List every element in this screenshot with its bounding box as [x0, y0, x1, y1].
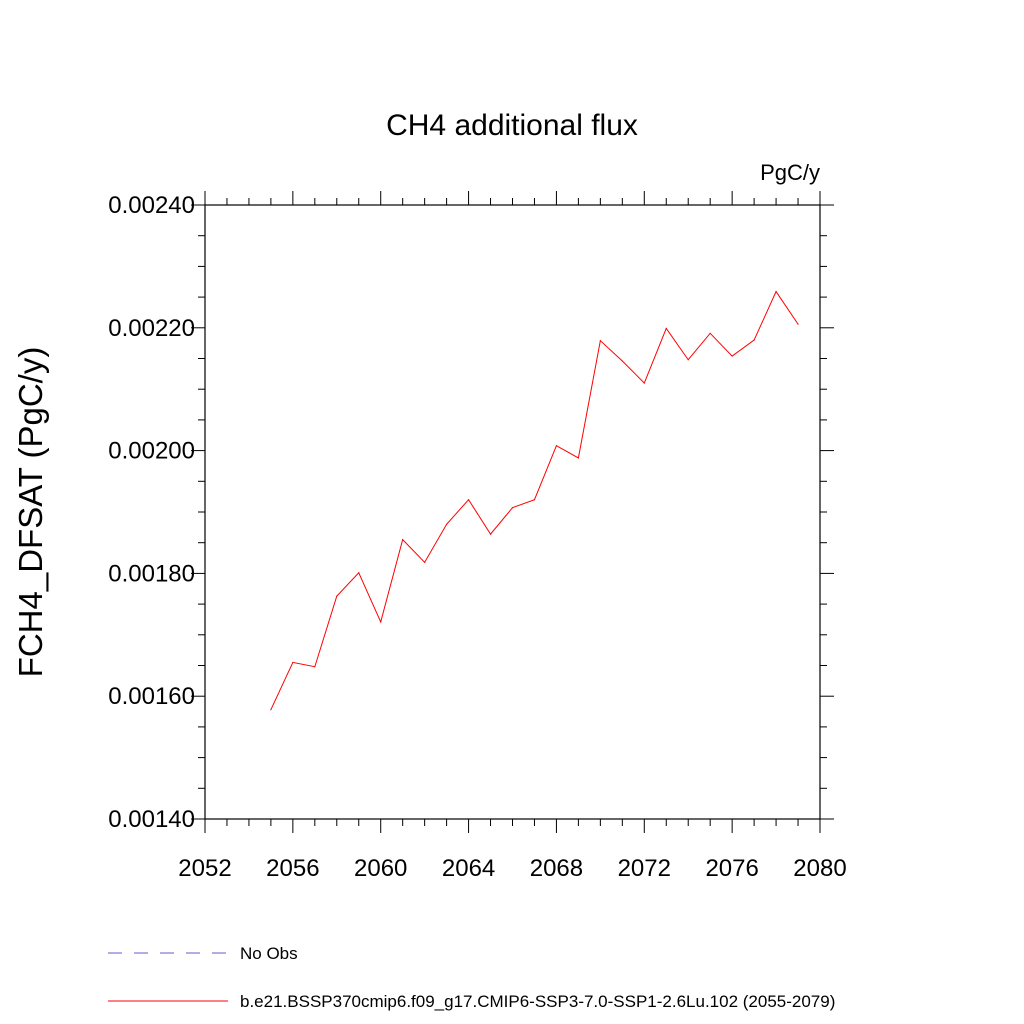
data-point [599, 340, 601, 342]
y-tick-label: 0.00160 [108, 683, 195, 710]
data-point [380, 621, 382, 623]
data-point [577, 457, 579, 459]
y-tick-label: 0.00240 [108, 192, 195, 219]
x-tick-label: 2056 [266, 855, 319, 882]
x-tick-label: 2060 [354, 855, 407, 882]
data-point [336, 595, 338, 597]
data-point [489, 533, 492, 535]
axis-ticks [191, 191, 834, 833]
units-label: PgC/y [760, 160, 820, 185]
data-point [709, 332, 711, 334]
plot-frame [204, 204, 821, 820]
data-point [775, 290, 777, 293]
data-point [424, 561, 426, 563]
data-point [467, 499, 470, 501]
data-point [314, 666, 316, 668]
series-layer [270, 290, 799, 711]
data-point [533, 499, 536, 501]
y-axis-label: FCH4_DFSAT (PgC/y) [12, 347, 49, 678]
data-point [446, 523, 448, 525]
x-tick-label: 2080 [793, 855, 846, 882]
data-point [358, 572, 360, 574]
y-tick-label: 0.00180 [108, 560, 195, 587]
data-point [621, 360, 623, 362]
x-tick-label: 2072 [618, 855, 671, 882]
data-point [731, 355, 733, 357]
data-point [665, 327, 667, 330]
data-point [511, 507, 514, 509]
legend-label-model: b.e21.BSSP370cmip6.f09_g17.CMIP6-SSP3-7.… [240, 992, 835, 1011]
y-tick-label: 0.00200 [108, 438, 195, 465]
y-tick-label: 0.00140 [108, 806, 195, 833]
x-tick-label: 2064 [442, 855, 495, 882]
data-point [687, 359, 689, 361]
data-point [643, 382, 645, 384]
y-tick-labels: 0.00140 0.00160 0.00180 0.00200 0.00220 0.002… [108, 192, 195, 833]
x-tick-labels: 2052 2056 2060 2064 2068 2072 2076 2080 [178, 855, 846, 882]
data-point [797, 323, 799, 325]
data-point [555, 445, 558, 447]
x-tick-label: 2076 [705, 855, 758, 882]
legend: No Obs b.e21.BSSP370cmip6.f09_g17.CMIP6-… [108, 944, 835, 1011]
x-tick-label: 2068 [530, 855, 583, 882]
data-point [402, 539, 404, 541]
y-tick-label: 0.00220 [108, 315, 195, 342]
chart-title: CH4 additional flux [386, 109, 638, 142]
data-point [753, 339, 755, 341]
data-point [292, 661, 294, 664]
legend-label-no-obs: No Obs [240, 944, 298, 963]
series-line-0 [270, 290, 799, 710]
x-tick-label: 2052 [178, 855, 231, 882]
data-point [270, 709, 272, 711]
